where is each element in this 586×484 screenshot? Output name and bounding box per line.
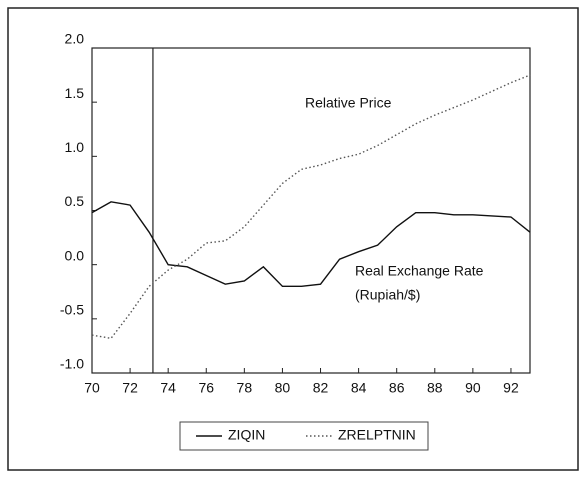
x-tick-label: 74 [160,380,176,396]
y-tick-label: 1.0 [65,139,85,155]
x-tick-label: 86 [389,380,405,396]
x-tick-label: 80 [275,380,291,396]
x-tick-label: 76 [198,380,214,396]
series-line [91,201,531,288]
x-tick-label: 72 [122,380,138,396]
legend-label: ZIQIN [228,427,265,443]
y-tick-label: 0.5 [65,193,85,209]
annotation: Relative Price [305,95,392,111]
x-tick-label: 82 [313,380,329,396]
legend-label: ZRELPTNIN [338,427,416,443]
annotation: Real Exchange Rate [355,263,484,279]
y-tick-label: 1.5 [65,85,85,101]
y-tick-label: -1.0 [60,356,84,372]
x-tick-label: 92 [503,380,519,396]
y-tick-label: 0.0 [65,247,85,263]
x-tick-label: 70 [84,380,100,396]
x-tick-label: 78 [237,380,253,396]
y-tick-label: 2.0 [65,31,85,47]
y-tick-label: -0.5 [60,302,84,318]
x-tick-label: 90 [465,380,481,396]
legend-box [179,421,429,451]
series-line [91,74,531,340]
frame [7,7,579,471]
x-tick-label: 84 [351,380,367,396]
annotation: (Rupiah/$) [355,287,420,303]
x-tick-label: 88 [427,380,443,396]
